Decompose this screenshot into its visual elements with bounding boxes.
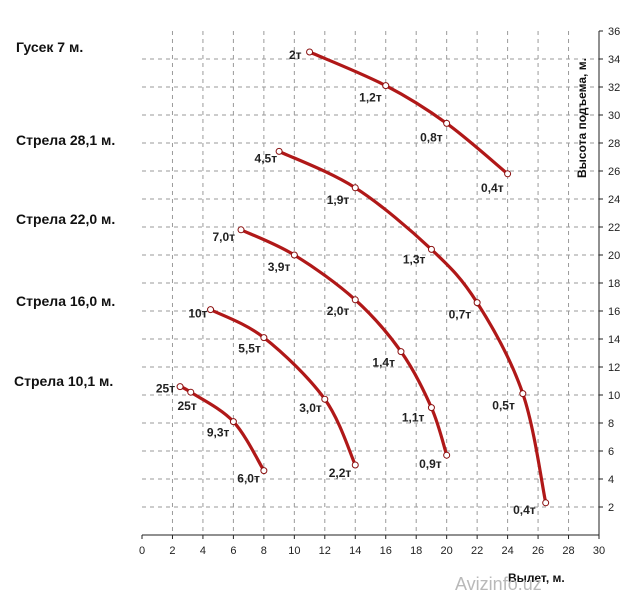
- y-tick-label: 12: [608, 362, 620, 374]
- y-tick-label: 28: [608, 138, 620, 150]
- x-tick-label: 4: [200, 545, 206, 557]
- x-tick-label: 12: [319, 545, 331, 557]
- y-tick-label: 8: [608, 418, 614, 430]
- data-point: [260, 334, 268, 342]
- x-tick-label: 24: [501, 545, 513, 557]
- series-labels: Гусек 7 м. Стрела 28,1 м. Стрела 22,0 м.…: [14, 39, 536, 517]
- series-line: [209, 308, 357, 467]
- point-label: 7,0т: [212, 230, 235, 244]
- point-label: 0,4т: [481, 181, 504, 195]
- point-label: 1,9т: [327, 193, 350, 207]
- data-point: [306, 48, 314, 56]
- y-tick-label: 36: [608, 26, 620, 38]
- point-label: 0,8т: [420, 130, 443, 144]
- axes: 0 2 4 6 8 10 12 14 16 18 20 22 24 26 28 302468101214161…: [139, 26, 620, 557]
- grid: [142, 31, 599, 535]
- x-tick-label: 30: [593, 545, 605, 557]
- data-point: [519, 390, 527, 398]
- x-tick-label: 14: [349, 545, 361, 557]
- y-tick-label: 24: [608, 194, 620, 206]
- point-label: 1,3т: [403, 252, 426, 266]
- data-point: [542, 499, 550, 507]
- y-tick-label: 10: [608, 390, 620, 402]
- data-point: [397, 348, 405, 356]
- series-line: [308, 50, 510, 176]
- point-label: 4,5т: [255, 151, 278, 165]
- data-point: [229, 418, 237, 426]
- data-point: [176, 383, 184, 391]
- point-label: 2т: [289, 48, 302, 62]
- x-tick-label: 8: [261, 545, 267, 557]
- x-tick-label: 6: [230, 545, 236, 557]
- x-tick-label: 18: [410, 545, 422, 557]
- data-point: [275, 147, 283, 155]
- x-tick-label: 20: [441, 545, 453, 557]
- x-tick-label: 2: [169, 545, 175, 557]
- x-tick-label: 28: [562, 545, 574, 557]
- data-point: [351, 461, 359, 469]
- data-point: [260, 467, 268, 475]
- y-tick-label: 2: [608, 502, 614, 514]
- point-label: 2,2т: [329, 466, 352, 480]
- point-label: 0,9т: [419, 457, 442, 471]
- y-tick-label: 34: [608, 54, 620, 66]
- x-axis-label: Вылет, м.: [508, 571, 565, 585]
- point-label: 3,0т: [299, 401, 322, 415]
- data-point: [351, 184, 359, 192]
- y-axis-label: Высота подъема, м.: [575, 58, 589, 178]
- point-label: 0,5т: [492, 399, 515, 413]
- watermark: Avizinfo.uz: [455, 574, 542, 594]
- point-label: 5,5т: [238, 342, 261, 356]
- y-tick-label: 14: [608, 334, 620, 346]
- data-point: [443, 119, 451, 127]
- x-tick-label: 26: [532, 545, 544, 557]
- point-label: 10т: [188, 307, 207, 321]
- x-tick-label: 16: [380, 545, 392, 557]
- data-point: [473, 299, 481, 307]
- data-point: [427, 245, 435, 253]
- data-point: [321, 395, 329, 403]
- data-point: [290, 251, 298, 259]
- y-tick-label: 18: [608, 278, 620, 290]
- y-tick-label: 16: [608, 306, 620, 318]
- data-point: [237, 226, 245, 234]
- data-point: [187, 388, 195, 396]
- point-label: 6,0т: [237, 472, 260, 486]
- series-line: [277, 149, 548, 505]
- x-tick-label: 10: [288, 545, 300, 557]
- point-label: 0,4т: [513, 503, 536, 517]
- series-name-boom-10: Стрела 10,1 м.: [14, 373, 113, 389]
- data-point: [504, 170, 512, 178]
- data-point: [443, 451, 451, 459]
- data-point: [382, 82, 390, 90]
- point-label: 1,4т: [372, 356, 395, 370]
- data-point: [427, 404, 435, 412]
- point-label: 25т: [156, 382, 175, 396]
- data-point: [351, 296, 359, 304]
- series-name-boom-28: Стрела 28,1 м.: [16, 132, 115, 148]
- x-tick-label: 0: [139, 545, 145, 557]
- point-label: 3,9т: [268, 260, 291, 274]
- y-tick-label: 4: [608, 474, 614, 486]
- point-label: 1,2т: [359, 91, 382, 105]
- y-tick-label: 22: [608, 222, 620, 234]
- x-tick-label: 22: [471, 545, 483, 557]
- y-tick-label: 20: [608, 250, 620, 262]
- point-label: 0,7т: [449, 308, 472, 322]
- point-label: 9,3т: [207, 426, 230, 440]
- point-label: 1,1т: [402, 411, 425, 425]
- point-label: 2,0т: [327, 304, 350, 318]
- y-tick-label: 26: [608, 166, 620, 178]
- series-group: [176, 48, 550, 507]
- y-tick-label: 6: [608, 446, 614, 458]
- series-name-boom-22: Стрела 22,0 м.: [16, 211, 115, 227]
- y-tick-label: 32: [608, 82, 620, 94]
- y-tick-label: 30: [608, 110, 620, 122]
- point-label: 25т: [178, 399, 197, 413]
- series-name-boom-16: Стрела 16,0 м.: [16, 293, 115, 309]
- series-name-gusek: Гусек 7 м.: [16, 39, 83, 55]
- data-point: [207, 306, 215, 314]
